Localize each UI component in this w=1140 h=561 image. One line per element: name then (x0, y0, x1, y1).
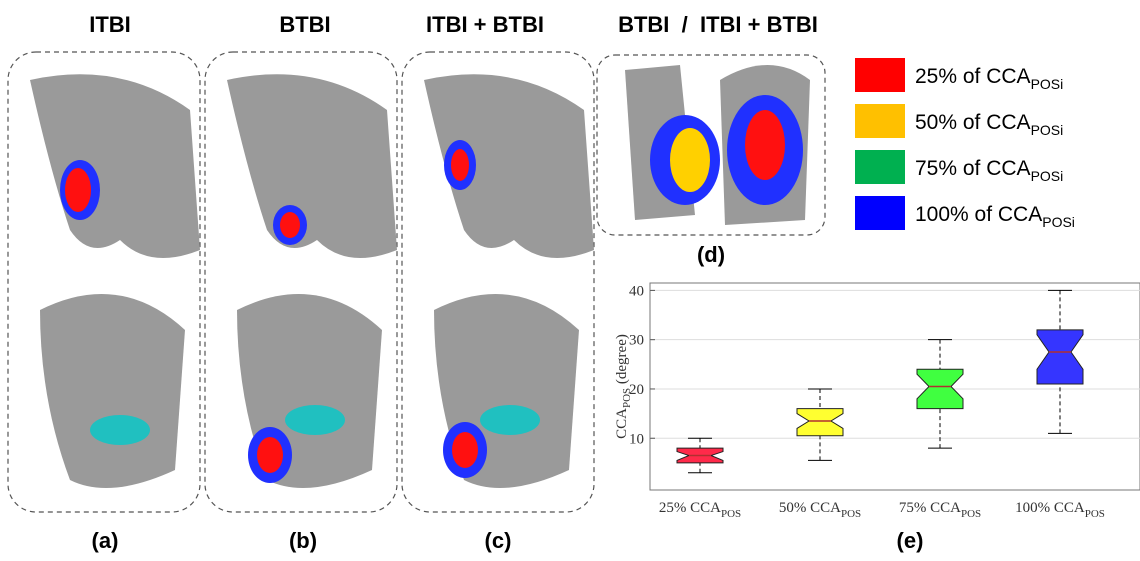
panel-label: (b) (289, 528, 317, 553)
panel-label: (d) (697, 242, 725, 267)
contact-map (745, 110, 785, 180)
cartilage (90, 415, 150, 445)
category-subscript: POS (1085, 508, 1105, 520)
contact-map (452, 432, 478, 468)
y-tick-label: 40 (629, 283, 644, 299)
box (1037, 330, 1083, 384)
header: ITBI + BTBI (426, 12, 544, 37)
figure: ITBI BTBI ITBI + BTBI BTBI / ITBI + BTBI… (0, 0, 1140, 556)
contact-map (257, 437, 283, 473)
legend-swatch (855, 104, 905, 138)
x-tick-label: 25% CCAPOS (659, 500, 741, 520)
category-text: 100% CCA (1015, 500, 1085, 516)
plot-area (650, 283, 1140, 490)
category-subscript: POS (961, 508, 981, 520)
category-subscript: POS (841, 508, 861, 520)
panel-label: (a) (92, 528, 119, 553)
header: BTBI (279, 12, 330, 37)
x-tick-label: 75% CCAPOS (899, 500, 981, 520)
cartilage (285, 405, 345, 435)
bone-images (30, 65, 810, 488)
contact-map (670, 128, 710, 192)
legend-subscript: POSi (1031, 76, 1064, 92)
y-tick-label: 10 (629, 431, 644, 447)
legend-subscript: POSi (1031, 168, 1064, 184)
legend-swatch (855, 196, 905, 230)
category-text: 25% CCA (659, 500, 721, 516)
legend-text: 100% of CCA (915, 203, 1042, 226)
contact-map (280, 212, 300, 238)
pelvis (227, 74, 397, 258)
box (797, 409, 843, 436)
legend-swatch (855, 58, 905, 92)
legend-label: 75% of CCAPOSi (915, 157, 1063, 184)
category-text: 75% CCA (899, 500, 961, 516)
pelvis (40, 294, 185, 488)
legend-text: 75% of CCA (915, 157, 1031, 180)
y-label-subscript: POS (621, 388, 633, 408)
header: BTBI / ITBI + BTBI (618, 12, 818, 37)
header: ITBI (89, 12, 131, 37)
x-tick-label: 100% CCAPOS (1015, 500, 1105, 520)
panel-label: (c) (485, 528, 512, 553)
y-tick-label: 30 (629, 333, 644, 349)
legend-label: 50% of CCAPOSi (915, 111, 1063, 138)
legend-text: 25% of CCA (915, 65, 1031, 88)
legend-subscript: POSi (1042, 214, 1075, 230)
y-label-suffix: (degree) (614, 334, 630, 388)
contact-map (65, 168, 91, 212)
y-label-text: CCA (614, 408, 630, 439)
legend-swatch (855, 150, 905, 184)
legend-label: 100% of CCAPOSi (915, 203, 1075, 230)
category-subscript: POS (721, 508, 741, 520)
x-tick-label: 50% CCAPOS (779, 500, 861, 520)
legend-subscript: POSi (1031, 122, 1064, 138)
legend-text: 50% of CCA (915, 111, 1031, 134)
contact-map (451, 149, 469, 181)
pelvis (30, 74, 200, 258)
category-text: 50% CCA (779, 500, 841, 516)
legend-label: 25% of CCAPOSi (915, 65, 1063, 92)
cartilage (480, 405, 540, 435)
panel-label: (e) (897, 528, 924, 553)
